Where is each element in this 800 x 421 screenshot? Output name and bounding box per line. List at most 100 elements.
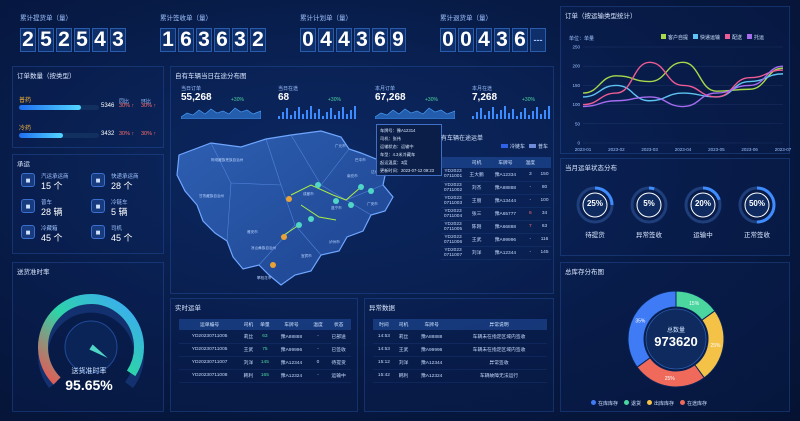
realtime-cell: 0 (309, 356, 327, 370)
line-legend-item[interactable]: 配送 (725, 34, 742, 41)
vehicles-legend-item: 冷链车 (501, 143, 525, 150)
realtime-cell: YD20230711008 (179, 369, 241, 383)
y-tick-label: 150 (572, 83, 580, 88)
vehicles-row[interactable]: YD2023 0711004 张三 豫A65777 6 34 (441, 207, 551, 221)
map-stat-value: 7,268 (472, 92, 498, 103)
abnormal-cell: 14:53 (373, 343, 395, 357)
status-label: 正常签收 (744, 232, 770, 239)
abnormal-cell: 14:53 (373, 330, 395, 344)
x-tick-label: 2023-02 (608, 147, 625, 152)
abnormal-header: 车牌号 (412, 319, 452, 330)
counter-digit: 4 (336, 28, 352, 52)
carrier-value: 28 辆 (41, 207, 63, 217)
counter-digit: 6 (214, 28, 230, 52)
vehicle-tooltip: 车牌号：豫A12314 司机：张伟 运输状态：运输中 车型：4.3米冷藏车 起运温度：3… (376, 124, 442, 176)
donut-legend-item[interactable]: 在库库存 (591, 400, 618, 407)
donut-legend-item[interactable]: 退货 (624, 400, 641, 407)
order-value: 5346 (101, 103, 115, 109)
abnormal-cell: 刘洋 (394, 356, 413, 370)
gauge-needle (89, 344, 108, 358)
line-legend-item[interactable]: 托运 (747, 34, 764, 41)
realtime-row[interactable]: YD20230711008 韩利 165 豫A12324- 运输中 (179, 369, 351, 383)
map-region-label: 宜宾市 (301, 253, 312, 258)
realtime-header: 单量 (256, 319, 274, 330)
realtime-cell: 豫A88888 (273, 330, 310, 344)
gauge-label: 送货准时率 (71, 368, 107, 375)
vehicles-row[interactable]: YD2023 0711002 刘杰 豫A88888-80 (441, 181, 551, 195)
realtime-cell: 豫A99996 (273, 343, 310, 357)
y-tick-label: 0 (577, 141, 580, 146)
abnormal-row[interactable]: 15:12 刘洋 豫A12344 异常签收 (373, 356, 547, 370)
order-mom: 30% ↑ (141, 131, 157, 137)
map-stat-sparkline (375, 107, 455, 119)
carrier-value: 45 个 (111, 233, 133, 243)
abnormal-cell: 15:42 (373, 369, 395, 383)
counter-label: 累计提货单（量） (20, 15, 72, 22)
order-count-panel: 订单数量（按类型） 同比 环比 普药 5346 30% ↑ 30% ↑ 冷药 3432 30… (12, 66, 164, 148)
status-value: 50% (748, 199, 765, 208)
tooltip-line: 运输状态：运输中 (380, 144, 414, 149)
order-yoy: 30% ↑ (119, 131, 135, 137)
realtime-cell: 莉丝 (240, 330, 257, 344)
abnormal-row[interactable]: 14:53 王武 豫A99996 车辆未在指定区域内签收 (373, 343, 547, 357)
donut-legend-item[interactable]: 在途库存 (680, 400, 707, 407)
realtime-row[interactable]: YD20230711005 王武 75 豫A99996- 已签收 (179, 343, 351, 357)
vehicles-legend-item: 普车 (529, 143, 548, 150)
counter-label: 累计计划单（量） (300, 15, 352, 22)
vehicles-cell: 张三 (465, 207, 489, 221)
abnormal-header: 时间 (373, 319, 395, 330)
carrier-name: 司机 (111, 226, 123, 232)
line-legend-item[interactable]: 快递运输 (693, 34, 720, 41)
realtime-header: 运单编号 (179, 319, 241, 330)
line-legend-item[interactable]: 客户自提 (661, 34, 688, 41)
y-tick-label: 50 (575, 121, 581, 126)
realtime-panel: 实时运单 运单编号 司机 单量 车牌号 温度 状态 YD20230711005 莉丝 63 豫A… (170, 298, 358, 412)
abnormal-cell: 车辆故障无法运行 (451, 369, 547, 383)
map-region-label: 甘孜藏族自治州 (199, 193, 225, 198)
inventory-donut: 35% 15% 25% 25% (627, 290, 725, 388)
gauge-title: 送货准时率 (17, 269, 50, 276)
abnormal-table: 时间 司机 车牌号 异常说明 14:53 莉丝 豫A88888 车辆未在指定区域内签收 14:… (373, 319, 547, 383)
carrier-title: 承运 (17, 161, 30, 168)
vehicles-row[interactable]: YD2023 0711005 陈刚 豫A66888 7 63 (441, 220, 551, 234)
vehicles-row[interactable]: YD2023 0711001 王大鹏 豫A12334 3 150 (441, 168, 551, 182)
vehicles-cell: 豫A99996 (488, 233, 523, 247)
vehicles-panel: 有车辆在途运单 冷链车 普车 司机 车牌号 温度 YD2023 0711001 王大鹏豫… (441, 133, 551, 293)
map-region-label: 雅安市 (247, 229, 258, 234)
series-line (582, 65, 784, 108)
counter-digit: 0 (300, 28, 316, 52)
vehicles-cell: 豫A66888 (488, 220, 523, 234)
order-yoy: 30% ↑ (119, 103, 135, 109)
vehicles-row[interactable]: YD2023 0711006 王武 豫A99996-116 (441, 233, 551, 247)
legend-label: 退货 (631, 401, 642, 407)
vehicles-row[interactable]: YD2023 0711003 王丽 豫A13444-100 (441, 194, 551, 208)
map-stat-label: 当日订单 (181, 86, 202, 92)
series-line (582, 73, 784, 102)
yoy-header: 同比 (119, 99, 130, 105)
x-tick-label: 2023-07 (775, 147, 791, 152)
realtime-row[interactable]: YD20230711007 刘洋 145 豫A12344 0 待提货 (179, 356, 351, 370)
realtime-row[interactable]: YD20230711005 莉丝 63 豫A88888- 已部送 (179, 330, 351, 344)
realtime-cell: 已签收 (326, 343, 351, 357)
sichuan-map[interactable]: 阿坝藏族羌族自治州甘孜藏族自治州雅安市成都市凉山彝族自治州攀枝花市广元市巴中市达… (171, 125, 441, 293)
donut-legend-item[interactable]: 出库库存 (647, 400, 674, 407)
truck-icon: ■ (21, 199, 35, 213)
legend-label: 客户自提 (668, 35, 689, 41)
inventory-center-label: 总数量 (666, 328, 685, 334)
order-bar-track (19, 105, 99, 110)
abnormal-cell: 豫A99996 (412, 343, 452, 357)
counter-digit: 6 (372, 28, 388, 52)
abnormal-row[interactable]: 14:53 莉丝 豫A88888 车辆未在指定区域内签收 (373, 330, 547, 344)
vehicles-cell: - (522, 233, 539, 247)
vehicles-cell: YD2023 0711001 (441, 168, 465, 182)
map-stat-label: 本月在途 (472, 86, 493, 92)
legend-label: 冷链车 (510, 144, 526, 150)
status-ring (738, 186, 776, 224)
abnormal-row[interactable]: 15:42 韩利 豫A12324 车辆故障无法运行 (373, 369, 547, 383)
vehicles-header (441, 157, 465, 168)
status-ring (684, 186, 722, 224)
counter-digit: 4 (476, 28, 492, 52)
realtime-header: 状态 (326, 319, 351, 330)
vehicles-row[interactable]: YD2023 0711007 刘洋 豫A12344-145 (441, 246, 551, 260)
vehicles-cell: - (522, 194, 539, 208)
